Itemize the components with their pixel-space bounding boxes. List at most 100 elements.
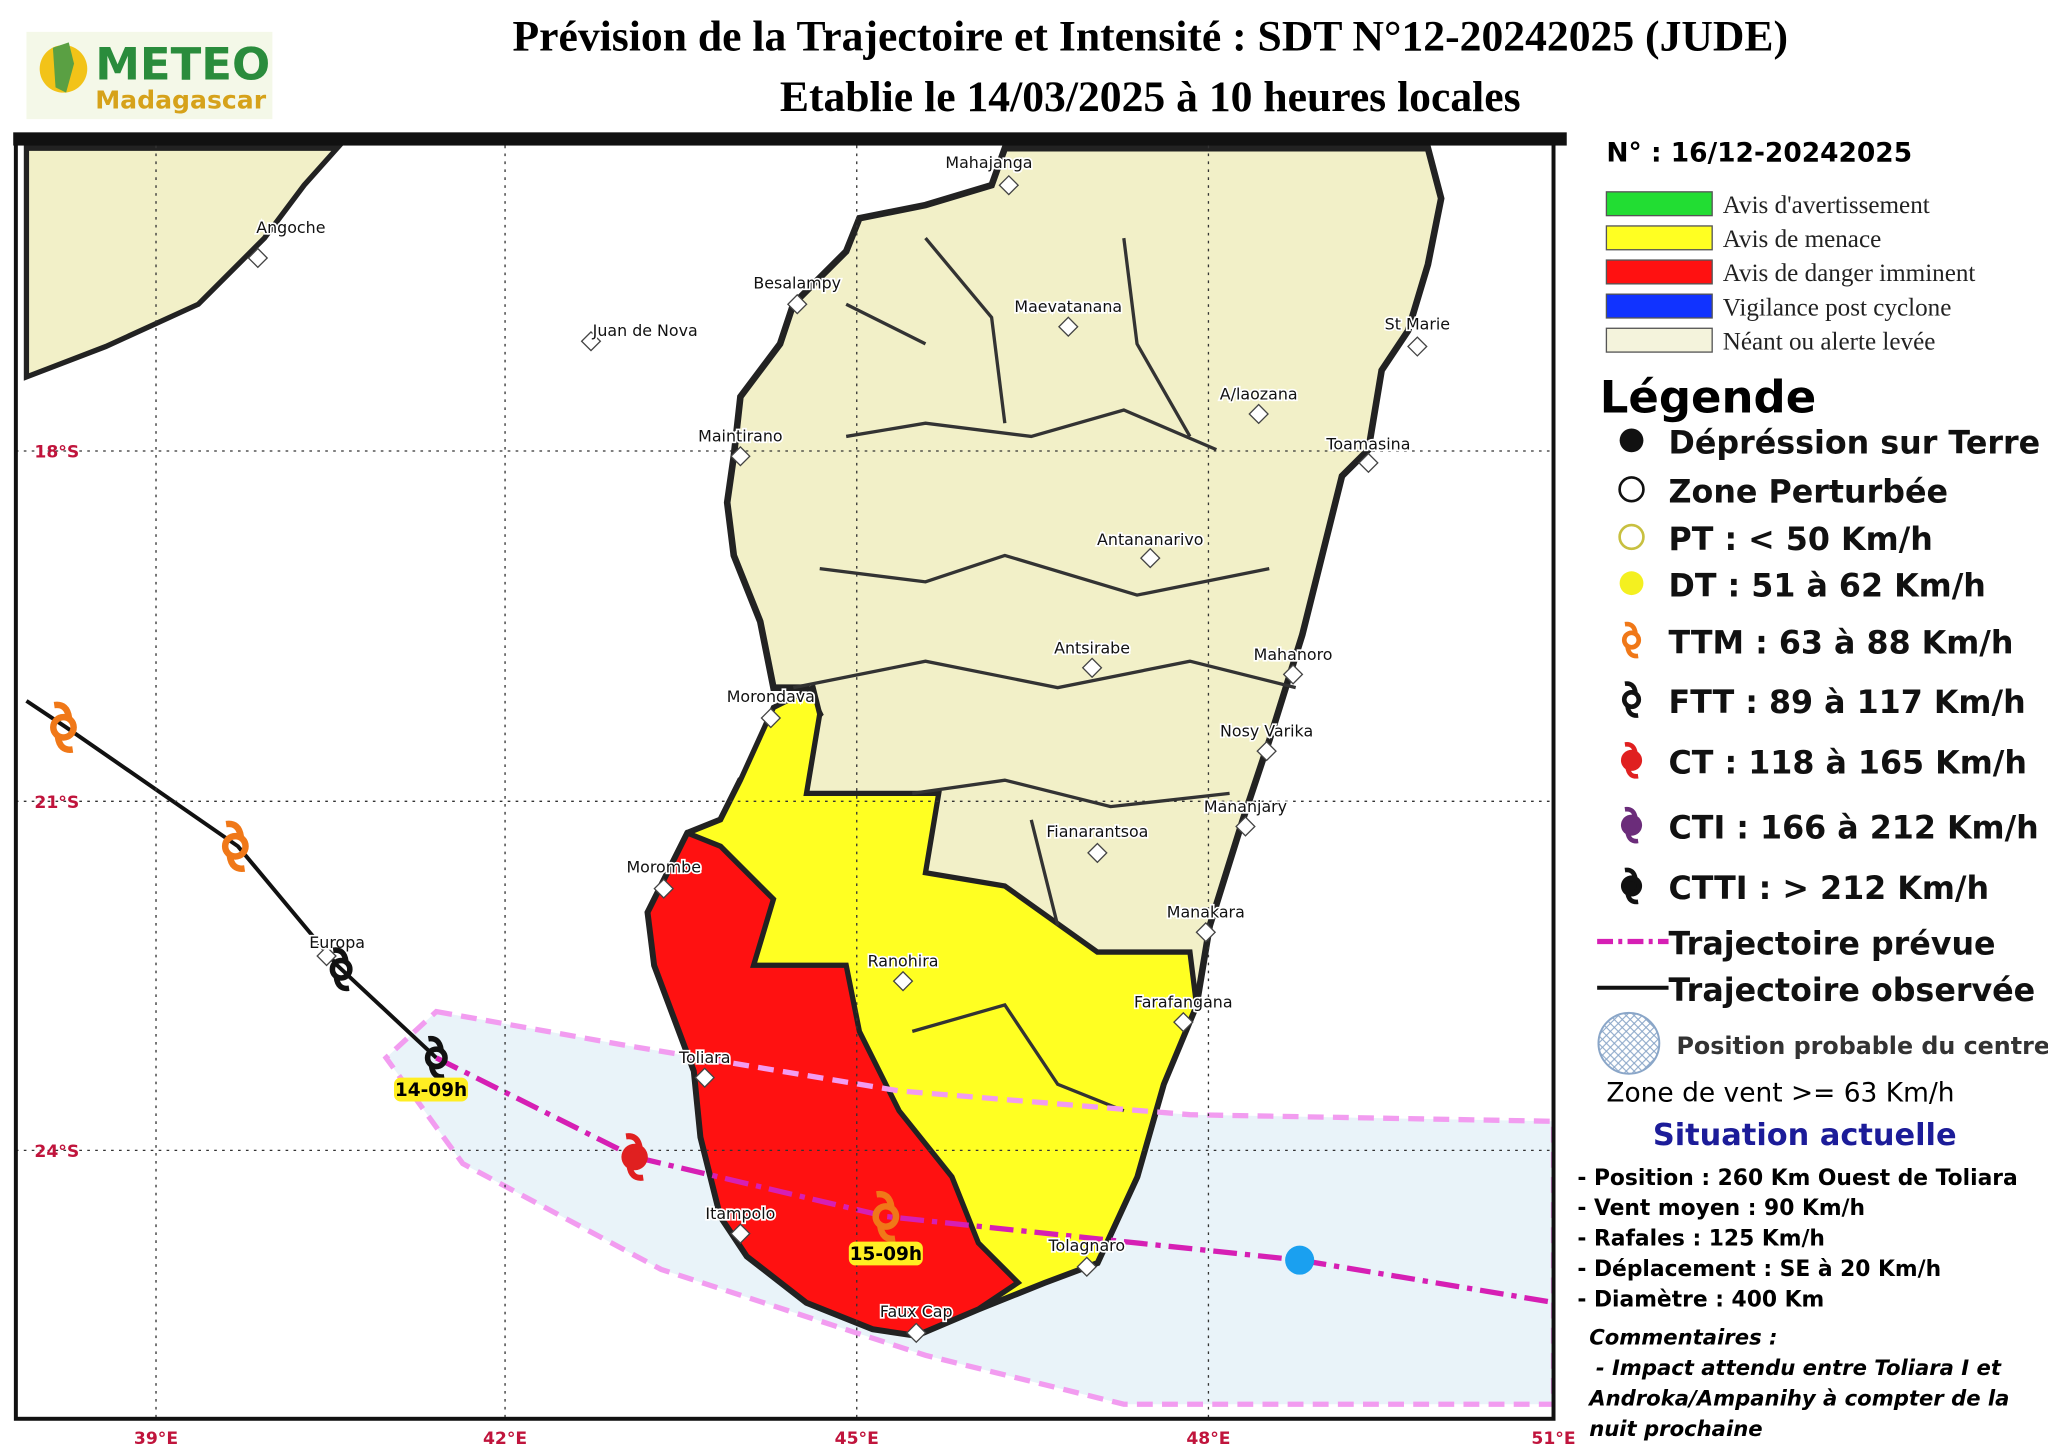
legend-item: PT : < 50 Km/h [1618,522,1933,558]
alert-swatch [1605,327,1713,353]
place-label: Morondava [727,687,815,706]
place-label: Fianarantsoa [1046,822,1148,841]
place-marker [1282,664,1304,685]
probable-area-symbol [1597,1011,1661,1075]
cyclone-arm [333,976,350,992]
legend-item: Dépréssion sur Terre [1619,426,2041,462]
place-label: Angoche [256,218,325,237]
place-marker [1058,316,1079,337]
logo-sub: Madagascar [95,86,267,115]
legend-item: CTI : 166 à 212 Km/h [1620,806,2039,846]
place-marker [1081,657,1103,679]
subtitle: Etablie le 14/03/2025 à 10 heures locale… [780,73,1521,121]
place-label: Europa [309,933,365,952]
cyclone-arm [1624,742,1638,755]
map-top-bar [13,132,1567,146]
place-marker [1195,921,1217,943]
place-label: St Marie [1385,314,1450,333]
map: Mahajanga Angoche Besalampy Juan de Nova Mae… [13,132,1567,1421]
legend-label: Trajectoire observée [1669,973,2036,1009]
legend-label: TTM : 63 à 88 Km/h [1669,625,2014,661]
legend-item: TTM : 63 à 88 Km/h [1621,621,2014,661]
place-label: Tolagnaro [1048,1236,1126,1255]
place-label: Antananarivo [1097,530,1203,549]
longitude-label: 45°E [835,1429,879,1448]
place-label: Antsirabe [1054,638,1130,657]
cyclone-eye [1621,815,1642,835]
logo-name: METEO [95,37,270,90]
alert-swatch [1605,225,1713,251]
place-label: Maevatanana [1014,297,1122,316]
place-marker [786,293,808,315]
place-label: Toamasina [1325,435,1410,454]
comments-title: Commentaires : [1589,1325,1777,1350]
ct-position [622,1133,648,1181]
latitude-label: 24°S [34,1142,79,1162]
cyclone-arm [1625,646,1639,659]
symbol-ctti [1621,867,1642,905]
place-label: Mananjary [1204,797,1287,816]
africa-coast [23,145,344,381]
place-marker [730,1223,751,1244]
symbol-ct [1621,742,1642,779]
place-label: Juan de Nova [592,321,698,340]
place-marker [1087,842,1108,864]
symbol-ttm [1621,621,1642,659]
ttm-position [872,1190,900,1243]
cyclone-arm [427,1035,444,1051]
cyclone-eye [872,1203,900,1230]
place-label: Mahanoro [1254,645,1333,664]
cyclone-eye [1621,876,1642,896]
cyclone-arm [226,854,246,872]
ttm-position [50,701,77,753]
place-label: Mahajanga [945,153,1032,172]
legend-item: FTT : 89 à 117 Km/h [1621,681,2026,721]
cyclone-eye [329,957,353,981]
cyclone-arm [876,1190,895,1208]
place-marker [760,707,782,729]
symbol-ftt [1621,681,1642,718]
title: Prévision de la Trajectoire et Intensité… [512,12,1788,60]
cyclone-arm [1625,705,1639,718]
alert-label: Avis de menace [1723,226,1882,253]
cyclone-arm [1625,831,1639,844]
place-label: Manakara [1167,903,1245,922]
cyclone-arm [877,1225,896,1243]
forecast-track [435,1055,1554,1306]
cyclone-arm [428,1065,445,1080]
ftt-position [329,947,353,992]
longitude-label: 48°E [1186,1429,1230,1448]
longitude-label: 42°E [483,1429,527,1448]
legend-item: DT : 51 à 62 Km/h [1619,568,1986,604]
cyclone-arm [1624,806,1638,819]
cyclone-arm [332,947,349,962]
cyclone-arm [53,701,73,719]
legend-label: DT : 51 à 62 Km/h [1669,568,1986,604]
place-label: Toliara [678,1048,730,1067]
place-label: Maintirano [698,427,782,446]
legend-item: CT : 118 à 165 Km/h [1620,742,2027,782]
probable-area-outline [382,1008,1554,1407]
place-marker [998,174,1020,196]
place-marker [1076,1256,1098,1278]
cyclone-eye [622,1144,648,1170]
symbol-cti [1621,806,1642,844]
symbol-pt [1618,523,1645,551]
legend-label: Trajectoire prévue [1669,927,1996,963]
legend-label: Dépréssion sur Terre [1669,426,2041,462]
legend-label: FTT : 89 à 117 Km/h [1669,685,2026,721]
cyclone-arm [225,820,245,838]
alert-swatch [1605,259,1713,285]
place-marker [1407,336,1428,357]
longitude-label: 39°E [134,1429,178,1448]
track-label-bg [393,1077,469,1102]
symbol-dt [1619,571,1644,596]
latitude-label: 21°S [34,793,79,813]
alert-label: Vigilance post cyclone [1723,294,1952,321]
alert-swatch [1605,293,1713,319]
map-content: Mahajanga Angoche Besalampy Juan de Nova Mae… [15,145,1554,1419]
place-label: Itampolo [705,1204,775,1223]
situation-line: - Position : 260 Km Ouest de Toliara [1577,1166,2017,1191]
